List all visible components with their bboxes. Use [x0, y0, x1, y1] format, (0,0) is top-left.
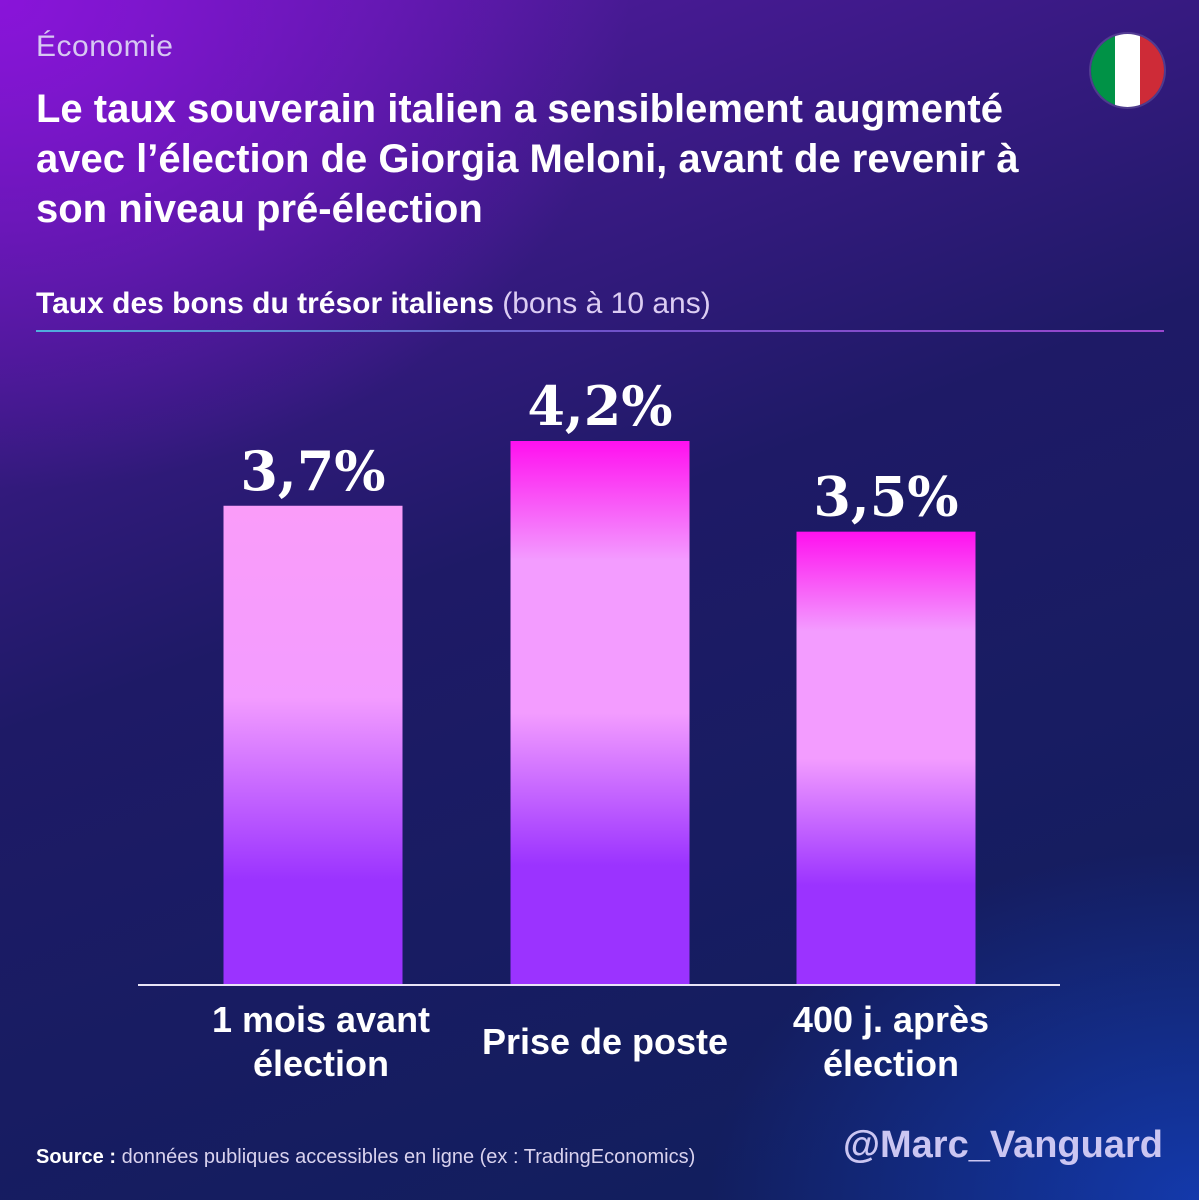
- page-title: Le taux souverain italien a sensiblement…: [36, 87, 1019, 231]
- category-label-3: 400 j. après élection: [793, 999, 989, 1084]
- chart-title-main: Taux des bons du trésor italiens: [36, 287, 494, 320]
- title-divider: [36, 330, 1164, 332]
- category-label-1: 1 mois avant élection: [212, 999, 430, 1084]
- author-handle: @Marc_Vanguard: [842, 1124, 1163, 1166]
- category-label: Économie: [36, 30, 174, 63]
- source-note: Source : données publiques accessibles e…: [36, 1146, 695, 1169]
- category-label-2: Prise de poste: [482, 1021, 728, 1062]
- chart-title-unit: (bons à 10 ans): [502, 287, 711, 320]
- bar-2: [510, 441, 690, 985]
- chart-title: Taux des bons du trésor italiens (bons à…: [36, 284, 711, 324]
- bar-1: [223, 505, 403, 985]
- bar-value-label-3: 3,5%: [813, 465, 958, 529]
- source-text: données publiques accessibles en ligne (…: [121, 1146, 696, 1168]
- bar-value-label-2: 4,2%: [527, 374, 672, 438]
- bar-3: [796, 531, 976, 985]
- bar-value-label-1: 3,7%: [240, 439, 385, 503]
- source-label: Source :: [36, 1146, 117, 1168]
